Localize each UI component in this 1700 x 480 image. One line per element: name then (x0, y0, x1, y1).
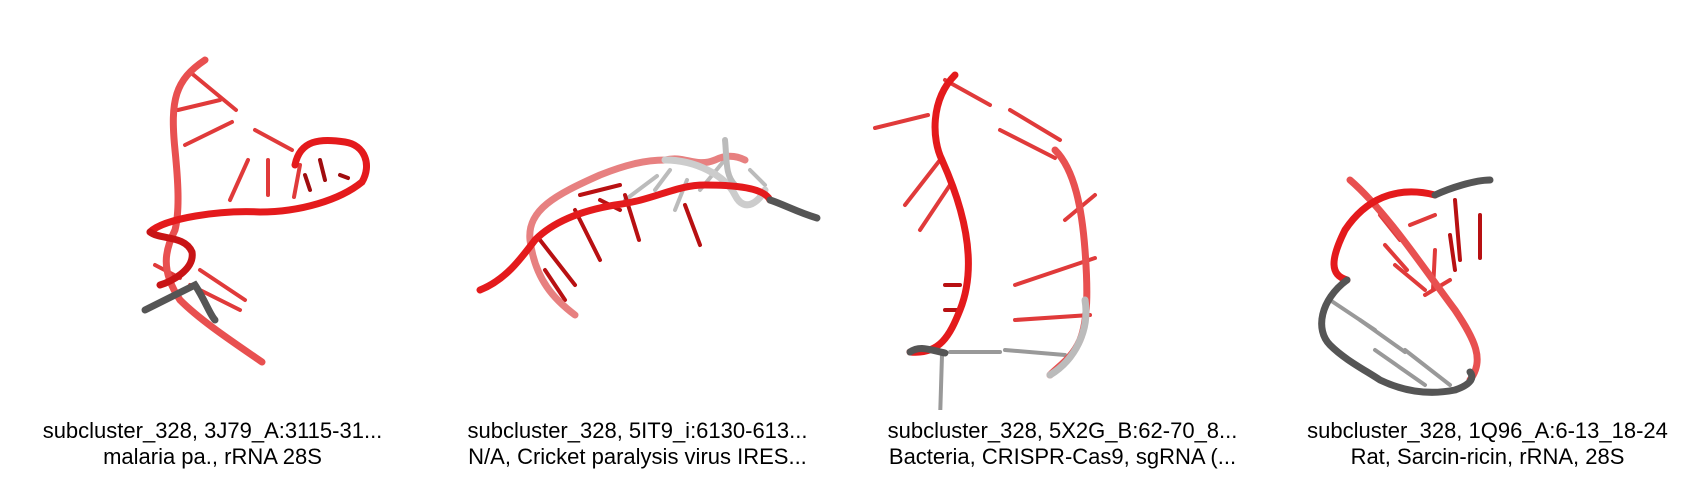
caption-line-2: Bacteria, CRISPR-Cas9, sgRNA (... (888, 444, 1237, 469)
caption-line-1: subcluster_328, 5IT9_i:6130-613... (467, 418, 808, 443)
structure-panel-2: subcluster_328, 5IT9_i:6130-613... N/A, … (425, 0, 850, 480)
caption-line-1: subcluster_328, 1Q96_A:6-13_18-24 (1307, 418, 1668, 443)
caption-line-2: Rat, Sarcin-ricin, rRNA, 28S (1350, 444, 1625, 469)
rna-structure-image-3 (873, 71, 1097, 410)
structure-panel-4: subcluster_328, 1Q96_A:6-13_18-24 Rat, S… (1275, 0, 1700, 480)
caption-line-1: subcluster_328, 3J79_A:3115-31... (42, 418, 383, 443)
caption-line-2: malaria pa., rRNA 28S (103, 444, 322, 469)
rna-structure-image-1 (141, 56, 370, 366)
caption-line-1: subcluster_328, 5X2G_B:62-70_8... (887, 418, 1238, 443)
caption-line-2: N/A, Cricket paralysis virus IRES... (468, 444, 807, 469)
structure-panel-1: subcluster_328, 3J79_A:3115-31... malari… (0, 0, 425, 480)
rna-structure-image-2 (476, 137, 821, 319)
structure-panel-3: subcluster_328, 5X2G_B:62-70_8... Bacter… (850, 0, 1275, 480)
rna-structure-image-4 (1318, 176, 1494, 396)
